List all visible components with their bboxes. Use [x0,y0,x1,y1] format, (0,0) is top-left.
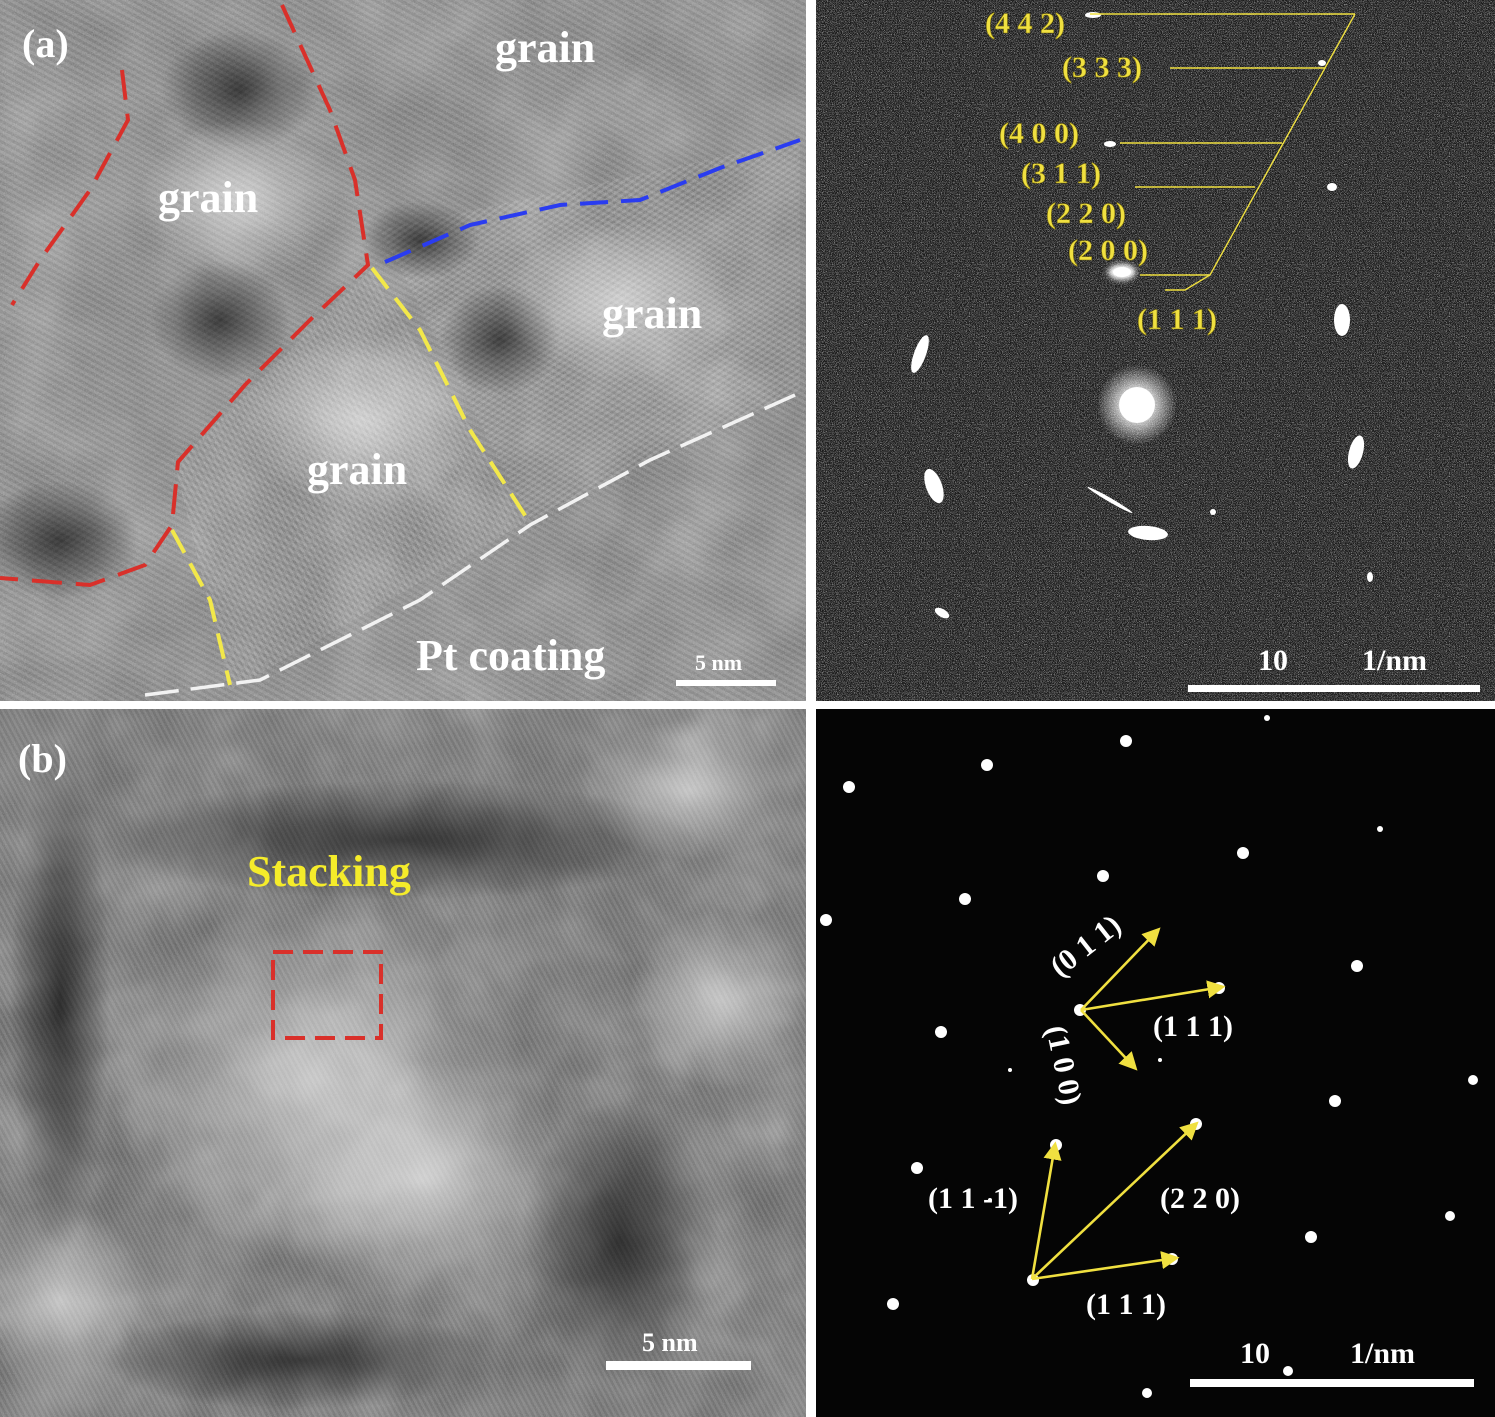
scale-b2-left: 10 [1240,1337,1270,1370]
grain-label-3: grain [602,289,702,338]
ring-111: (1 1 1) [1137,303,1217,336]
ring-311: (3 1 1) [1021,157,1101,190]
grain-boundary-yellow-2 [170,529,232,686]
arrow-111-upper [1080,980,1226,1012]
panel-a-hrtem: (a) grain grain grain grain Pt coating 5… [0,0,806,701]
grain-boundary-red-2 [0,4,371,588]
grain-label-1: grain [495,23,595,72]
pt-coating-boundary [144,393,796,697]
arrow-100 [1080,1009,1138,1071]
ring-index-leaders [1090,13,1356,291]
vec-111-upper-label: (1 1 1) [1153,1010,1233,1043]
stacking-region-box [271,950,383,1040]
arrow-11m1 [1030,1141,1062,1280]
scale-bar-a2 [1188,685,1480,692]
reciprocal-vectors [1030,927,1226,1281]
grain-boundary-blue [384,138,801,264]
arrow-220 [1031,1121,1199,1280]
panel-a-diffraction: (4 4 2) (3 3 3) (4 0 0) (3 1 1) (2 2 0) … [816,0,1495,701]
arrow-111-lower [1031,1251,1180,1281]
scale-bar-b-text: 5 nm [642,1328,698,1357]
panel-b-diffraction: (0 1 1) (1 1 1) (1 0 0) (1 1 -1) (2 2 0)… [816,709,1495,1417]
grain-label-2: grain [158,173,258,222]
grain-boundary-yellow-1 [370,266,530,522]
ring-442: (4 4 2) [985,7,1065,40]
scale-bar-b2 [1190,1379,1474,1387]
ring-220: (2 2 0) [1046,197,1126,230]
panel-b-label: (b) [18,736,67,781]
scale-a2-left: 10 [1258,644,1288,677]
stacking-label: Stacking [247,847,411,896]
separator-horizontal [0,701,1495,709]
grain-label-4: grain [307,445,407,494]
vec-11m1-label: (1 1 -1) [928,1182,1018,1215]
scale-bar-a [676,680,776,686]
vec-220-label: (2 2 0) [1160,1182,1240,1215]
grain-boundary-red-1 [10,69,131,307]
panel-a-label: (a) [22,21,69,66]
arrow-011 [1080,927,1161,1011]
ring-333: (3 3 3) [1062,51,1142,84]
scale-a2-right: 1/nm [1362,644,1427,677]
diffraction-spots-a [911,12,1373,619]
scale-b2-right: 1/nm [1350,1337,1415,1370]
ring-200: (2 0 0) [1068,234,1148,267]
panel-b-hrtem: (b) Stacking 5 nm [0,709,806,1417]
vec-111-lower-label: (1 1 1) [1086,1288,1166,1321]
scale-bar-b [606,1361,751,1370]
scale-bar-a-text: 5 nm [695,650,742,675]
ring-400: (4 0 0) [999,117,1079,150]
pt-coating-label: Pt coating [416,631,605,680]
